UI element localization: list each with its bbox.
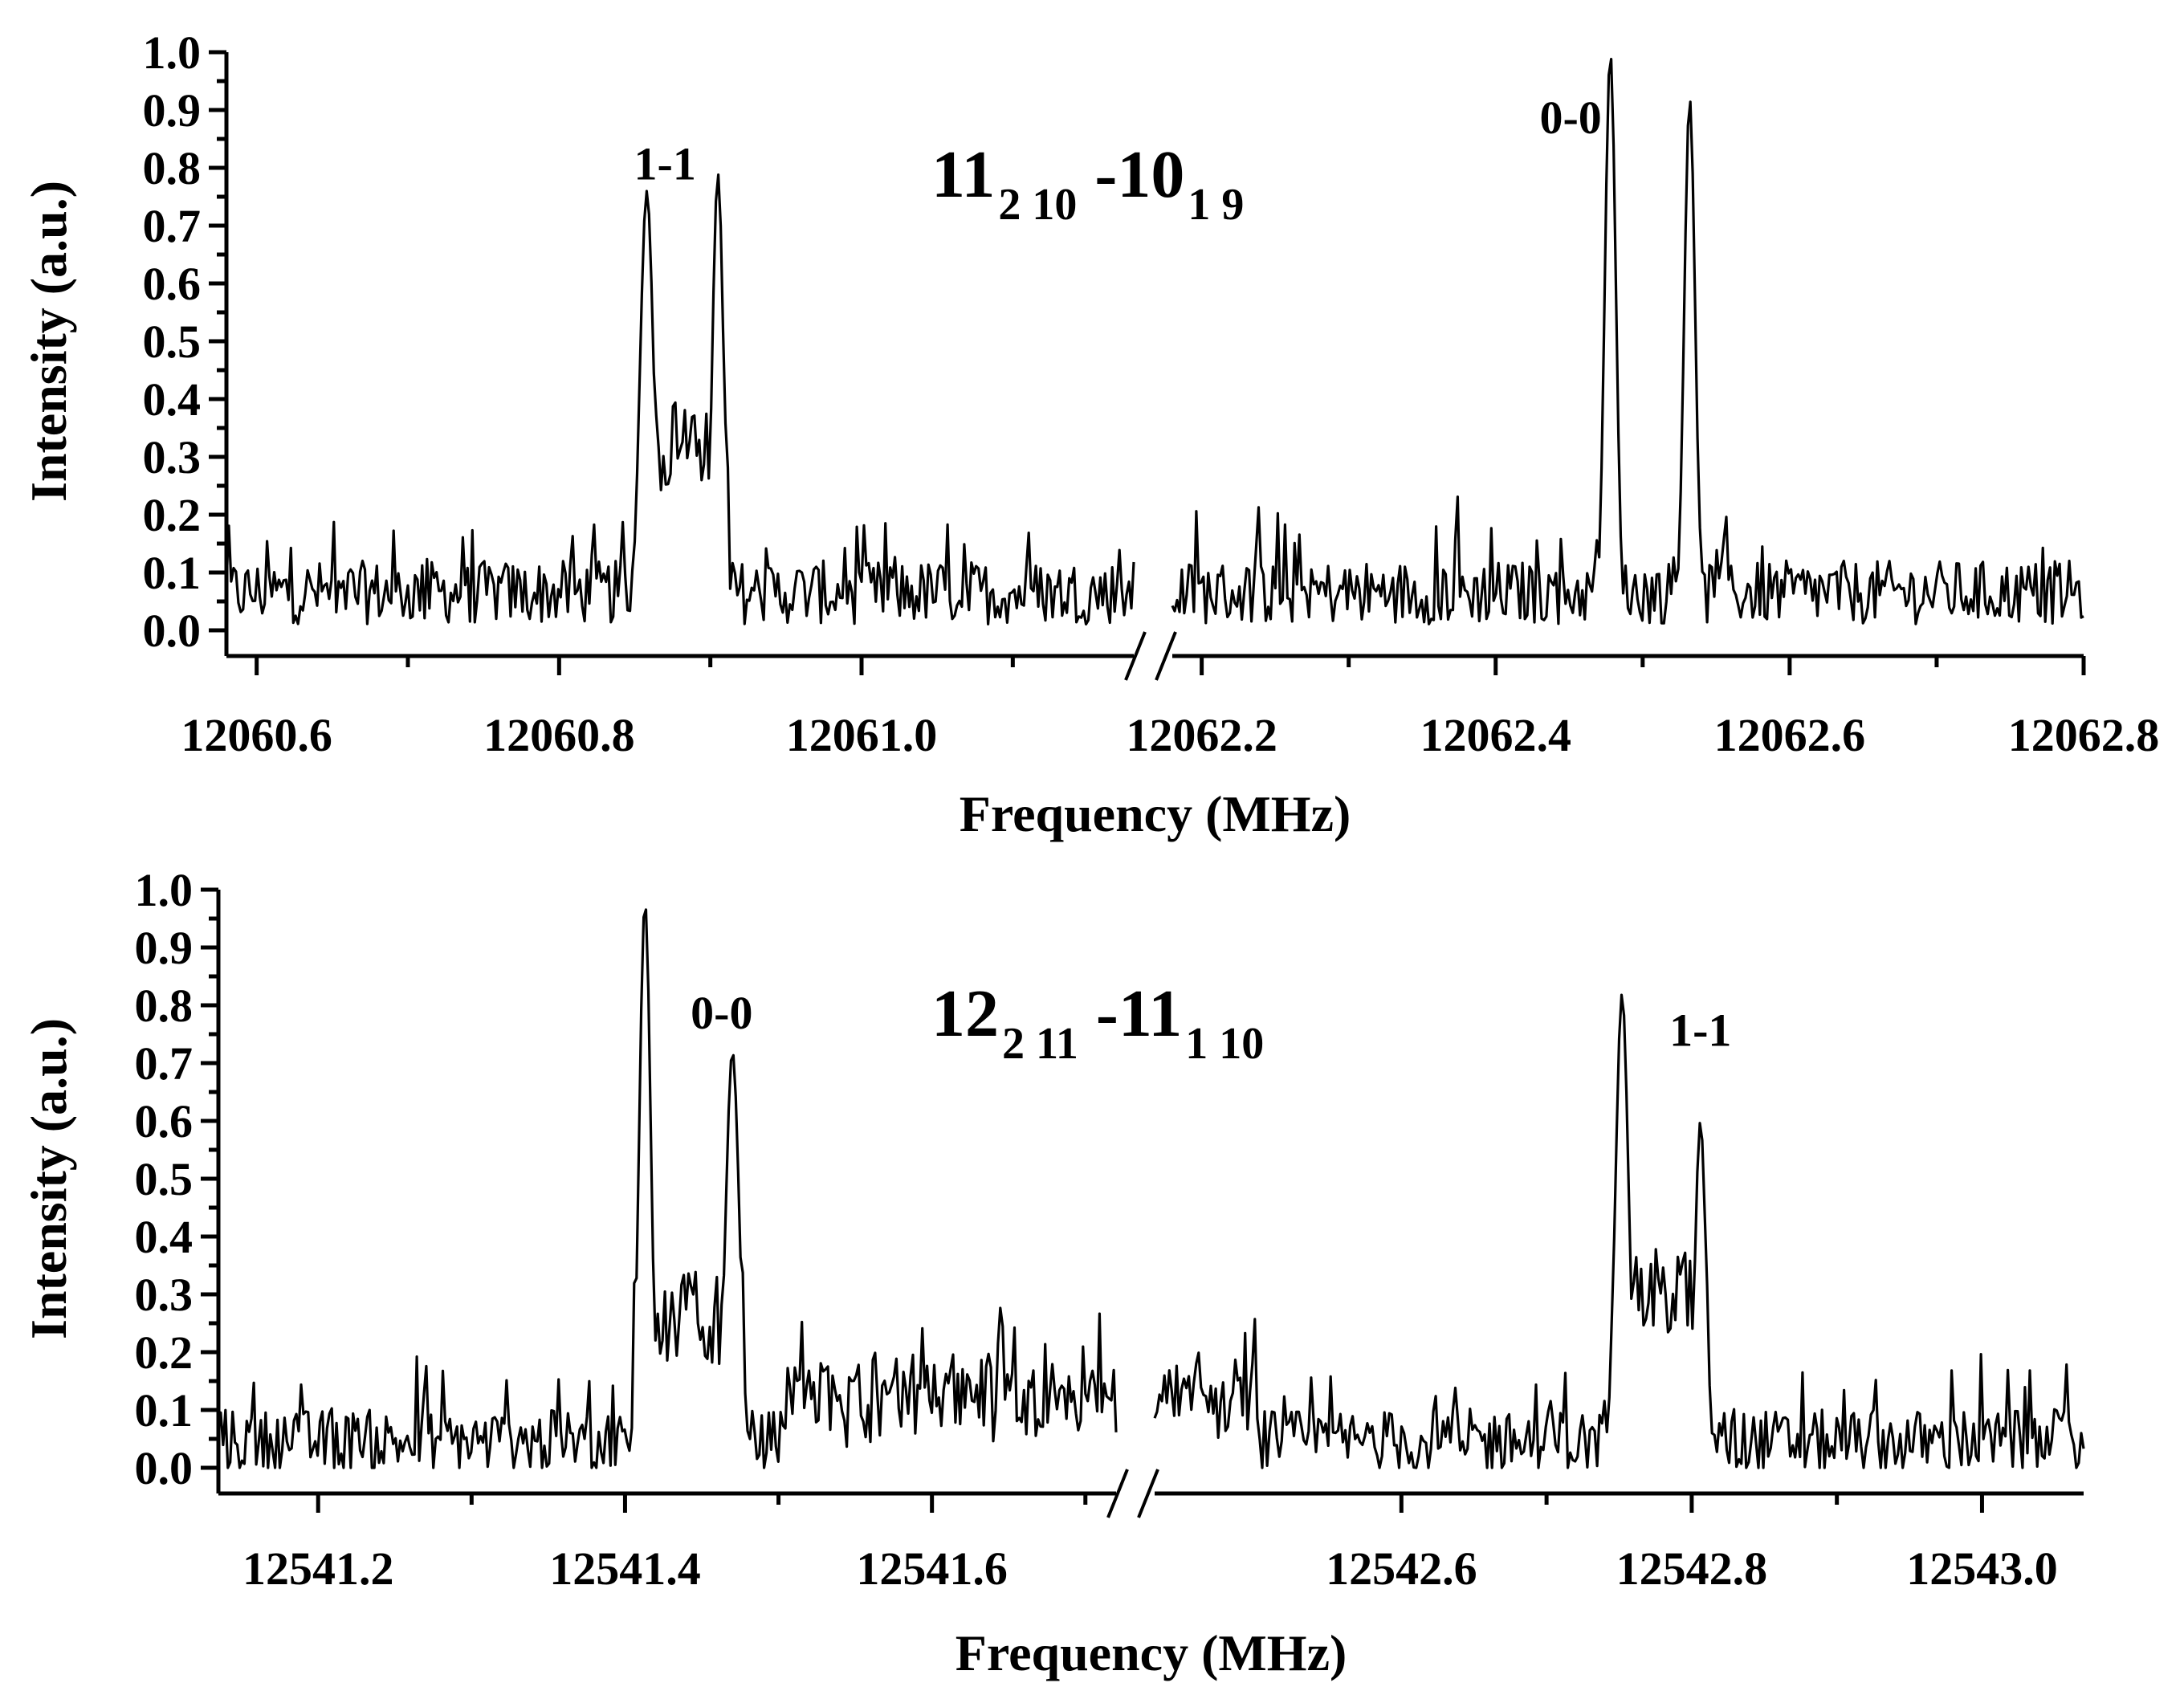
y-tick-label: 0.0 [135,1442,194,1494]
y-tick-label: 0.7 [135,1037,194,1090]
peak-annotation: 1-1 [634,137,696,189]
y-tick-label: 1.0 [135,864,194,916]
y-tick-label: 0.2 [143,489,202,541]
axis-break-mark [1155,631,1177,681]
transition-lower: -10 [1094,137,1184,212]
transition-lower: -11 [1096,976,1182,1051]
spectrum-trace-segment-1 [218,908,1118,1469]
x-tick-label: 12541.2 [242,1542,394,1595]
y-tick-label: 0.7 [143,200,202,252]
x-tick-label: 12542.8 [1616,1542,1768,1595]
spectrum-trace-segment-2 [1171,57,2084,625]
x-tick-label: 12060.6 [181,709,332,761]
y-tick-label: 0.1 [143,547,202,599]
y-tick-label: 0.4 [135,1211,194,1263]
y-tick-label: 0.6 [135,1095,194,1147]
x-tick-label: 12062.8 [2008,709,2160,761]
transition-lower-sub: 1 10 [1185,1019,1264,1069]
x-tick-label: 12062.2 [1126,709,1277,761]
x-tick-label: 12060.8 [483,709,635,761]
transition-upper: 12 [931,976,999,1051]
peak-annotation: 0-0 [691,987,752,1039]
y-tick-label: 0.9 [135,922,194,974]
x-tick-label: 12543.0 [1906,1542,2058,1595]
y-axis-title: Intensity (a.u.) [20,181,77,502]
y-tick-label: 0.2 [135,1326,194,1379]
x-tick-label: 12062.6 [1714,709,1866,761]
transition-upper: 11 [931,137,995,212]
chart-panel-2: 0.0 0.10.20.3 0.4 0.5 0.60.70.8 0.9 1.0 12541.2… [20,864,2085,1681]
y-tick-label: 0.5 [135,1153,194,1205]
transition-lower-sub: 1 9 [1188,180,1244,230]
y-tick-label: 0.0 [143,605,202,657]
x-axis-title: Frequency (MHz) [960,785,1351,842]
y-tick-label: 1.0 [143,26,202,79]
y-tick-label: 0.5 [143,316,202,368]
transition-label: 122 11 -111 10 [931,976,1264,1069]
transition-upper-sub: 2 11 [1002,1019,1078,1069]
x-tick-label: 12061.0 [786,709,938,761]
chart-panel-1: 0.0 0.1 0.2 0.30.40.5 0.6 0.7 0.80.91.0 12060.6… [20,26,2159,842]
peak-annotation: 0-0 [1539,92,1601,144]
axis-break-mark [1124,631,1147,681]
y-tick-label: 0.9 [143,84,202,137]
y-tick-label: 0.8 [143,142,202,194]
y-tick-label: 0.3 [135,1269,194,1321]
x-axis-title: Frequency (MHz) [956,1624,1347,1681]
x-tick-label: 12541.4 [549,1542,701,1595]
y-tick-label: 0.3 [143,431,202,483]
peak-annotation: 1-1 [1669,1004,1731,1056]
y-tick-label: 0.8 [135,980,194,1032]
x-tick-label: 12541.6 [856,1542,1008,1595]
y-tick-label: 0.6 [143,258,202,310]
transition-upper-sub: 2 10 [998,180,1077,230]
transition-label: 112 10 -101 9 [931,137,1244,230]
axis-break-mark [1106,1469,1129,1518]
x-tick-label: 12542.6 [1326,1542,1477,1595]
spectrum-trace-segment-2 [1153,993,2085,1469]
y-tick-label: 0.1 [135,1384,194,1436]
axis-break-mark [1137,1469,1159,1518]
y-axis-title: Intensity (a.u.) [20,1018,77,1339]
x-tick-label: 12062.4 [1420,709,1571,761]
y-tick-label: 0.4 [143,373,202,426]
spectrum-trace-segment-1 [225,173,1135,626]
